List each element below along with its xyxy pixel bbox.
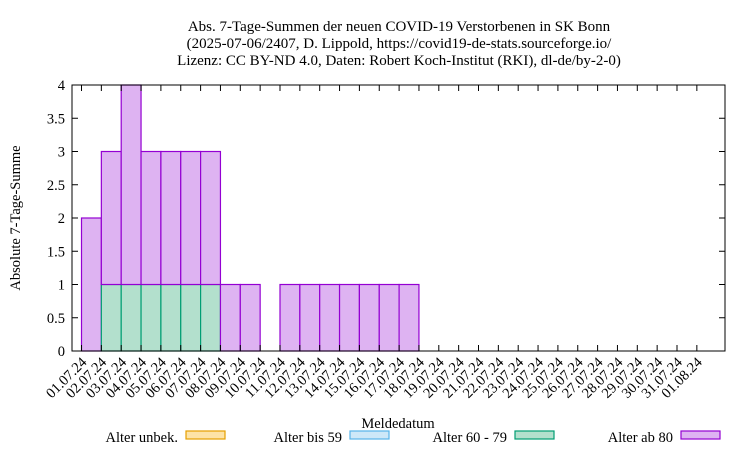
bar-09.07.24-series-3 [239, 283, 261, 352]
title-line-1: Abs. 7-Tage-Summen der neuen COVID-19 Ve… [188, 19, 611, 35]
y-tick-label: 1 [58, 278, 65, 294]
bar-03.07.24-series-2 [120, 283, 142, 352]
bar-14.07.24-series-3 [338, 283, 360, 352]
y-axis-title: Absolute 7-Tage-Summe [8, 145, 24, 290]
legend: Alter unbek. Alter bis 59 Alter 60 - 79 Alt… [106, 430, 721, 446]
bar-04.07.24-series-2 [140, 283, 162, 352]
legend-swatch [680, 430, 721, 440]
bar-06.07.24-series-2 [180, 283, 202, 352]
y-tick-label: 3 [58, 145, 65, 161]
legend-swatch [349, 430, 390, 440]
title-line-2: (2025-07-06/2407, D. Lippold, https://co… [187, 36, 612, 52]
legend-label: Alter bis 59 [274, 430, 342, 446]
x-axis-title: Meldedatum [361, 416, 435, 432]
bar-13.07.24-series-3 [319, 283, 341, 352]
bar-02.07.24-series-2 [100, 283, 122, 352]
bar-07.07.24-series-2 [200, 283, 222, 352]
chart-title: Abs. 7-Tage-Summen der neuen COVID-19 Ve… [177, 19, 621, 69]
bar-03.07.24-series-3 [120, 84, 142, 286]
bar-04.07.24-series-3 [140, 150, 162, 286]
bar-17.07.24-series-3 [398, 283, 420, 352]
bar-12.07.24-series-3 [299, 283, 321, 352]
title-line-3: Lizenz: CC BY-ND 4.0, Daten: Robert Koch… [177, 53, 621, 69]
bar-16.07.24-series-3 [378, 283, 400, 352]
bars [80, 84, 420, 352]
legend-label: Alter unbek. [106, 430, 178, 446]
y-tick-label: 0.5 [47, 311, 65, 327]
y-tick-label: 0 [58, 344, 65, 360]
legend-label: Alter ab 80 [608, 430, 673, 446]
y-tick-label: 2.5 [47, 178, 65, 194]
bar-15.07.24-series-3 [358, 283, 380, 352]
y-tick-label: 4 [58, 78, 66, 94]
y-tick-label: 3.5 [47, 111, 65, 127]
legend-label: Alter 60 - 79 [433, 430, 508, 446]
bar-02.07.24-series-3 [100, 150, 122, 286]
bar-05.07.24-series-2 [160, 283, 182, 352]
bar-07.07.24-series-3 [200, 150, 222, 286]
bar-11.07.24-series-3 [279, 283, 301, 352]
bar-05.07.24-series-3 [160, 150, 182, 286]
legend-swatch [514, 430, 555, 440]
y-tick-label: 2 [58, 211, 65, 227]
bar-06.07.24-series-3 [180, 150, 202, 286]
bar-01.07.24-series-3 [80, 217, 102, 352]
bar-08.07.24-series-3 [219, 283, 241, 352]
y-tick-label: 1.5 [47, 244, 65, 260]
legend-swatch [185, 430, 226, 440]
